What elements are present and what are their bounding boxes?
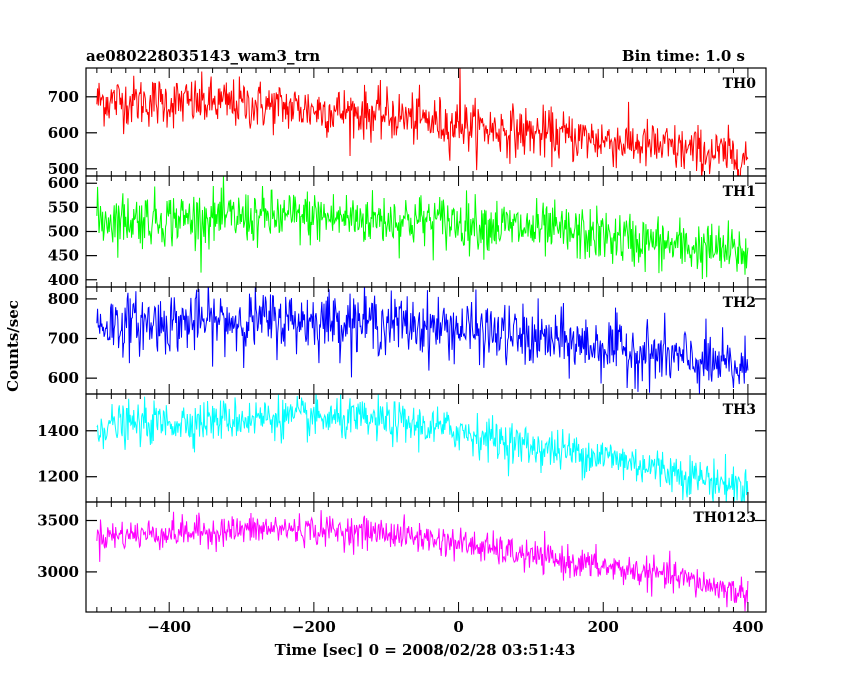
- y-tick-label: 1400: [37, 422, 79, 440]
- panel-frame: [85, 393, 767, 503]
- panel-th0123: TH0123 3000 3500: [37, 501, 767, 613]
- series-line-th1: [96, 176, 749, 280]
- y-tick-label: 3500: [37, 512, 79, 530]
- y-tick-label: 500: [48, 223, 79, 241]
- y-tick-label: 800: [48, 290, 79, 308]
- y-tick-label: 400: [48, 271, 79, 289]
- y-tick-label: 1200: [37, 468, 79, 486]
- y-tick-label: 550: [48, 198, 79, 216]
- panel-frame: [85, 67, 767, 177]
- x-tick-label: −400: [147, 618, 191, 636]
- panel-label-th1: TH1: [723, 184, 756, 200]
- panels-group: TH0500600700TH1400450500550600TH26007008…: [37, 67, 767, 636]
- y-tick-label: 700: [48, 330, 79, 348]
- y-tick-label: 600: [48, 369, 79, 387]
- panel-label-th3: TH3: [723, 402, 756, 418]
- x-tick-label: 0: [453, 618, 463, 636]
- panel-label-th0123: TH0123: [693, 510, 756, 526]
- series-line-th0123: [96, 510, 749, 612]
- panel-th3: TH3 1200 1400: [37, 393, 767, 503]
- panel-label-th0: TH0: [723, 76, 757, 92]
- y-tick-label: 500: [48, 160, 79, 178]
- x-tick-label: −200: [292, 618, 336, 636]
- x-tick-label: 400: [732, 618, 763, 636]
- panel-th1: TH1 400 450 500 550 600: [48, 174, 767, 289]
- panel-frame: [85, 501, 767, 613]
- panel-label-th2: TH2: [723, 295, 756, 311]
- x-axis-label: Time [sec] 0 = 2008/02/28 03:51:43: [275, 641, 576, 659]
- y-tick-label: 3000: [37, 563, 79, 581]
- panel-frame: [85, 175, 767, 288]
- series-line-th3: [96, 394, 749, 502]
- y-tick-label: 600: [48, 124, 79, 142]
- y-tick-label: 700: [48, 88, 79, 106]
- series-line-th0: [96, 68, 749, 176]
- y-axis-label: Counts/sec: [4, 300, 22, 392]
- y-tick-label: 600: [48, 174, 79, 192]
- y-tick-label: 450: [48, 247, 79, 265]
- chart-header-right: Bin time: 1.0 s: [622, 47, 745, 65]
- panel-th0: TH0 500 600 700: [48, 67, 767, 178]
- chart-header-left: ae080228035143_wam3_trn: [86, 47, 320, 65]
- series-line-th2: [96, 287, 749, 394]
- x-tick-label: 200: [588, 618, 619, 636]
- panel-th2: TH2 600 700 800: [48, 286, 767, 395]
